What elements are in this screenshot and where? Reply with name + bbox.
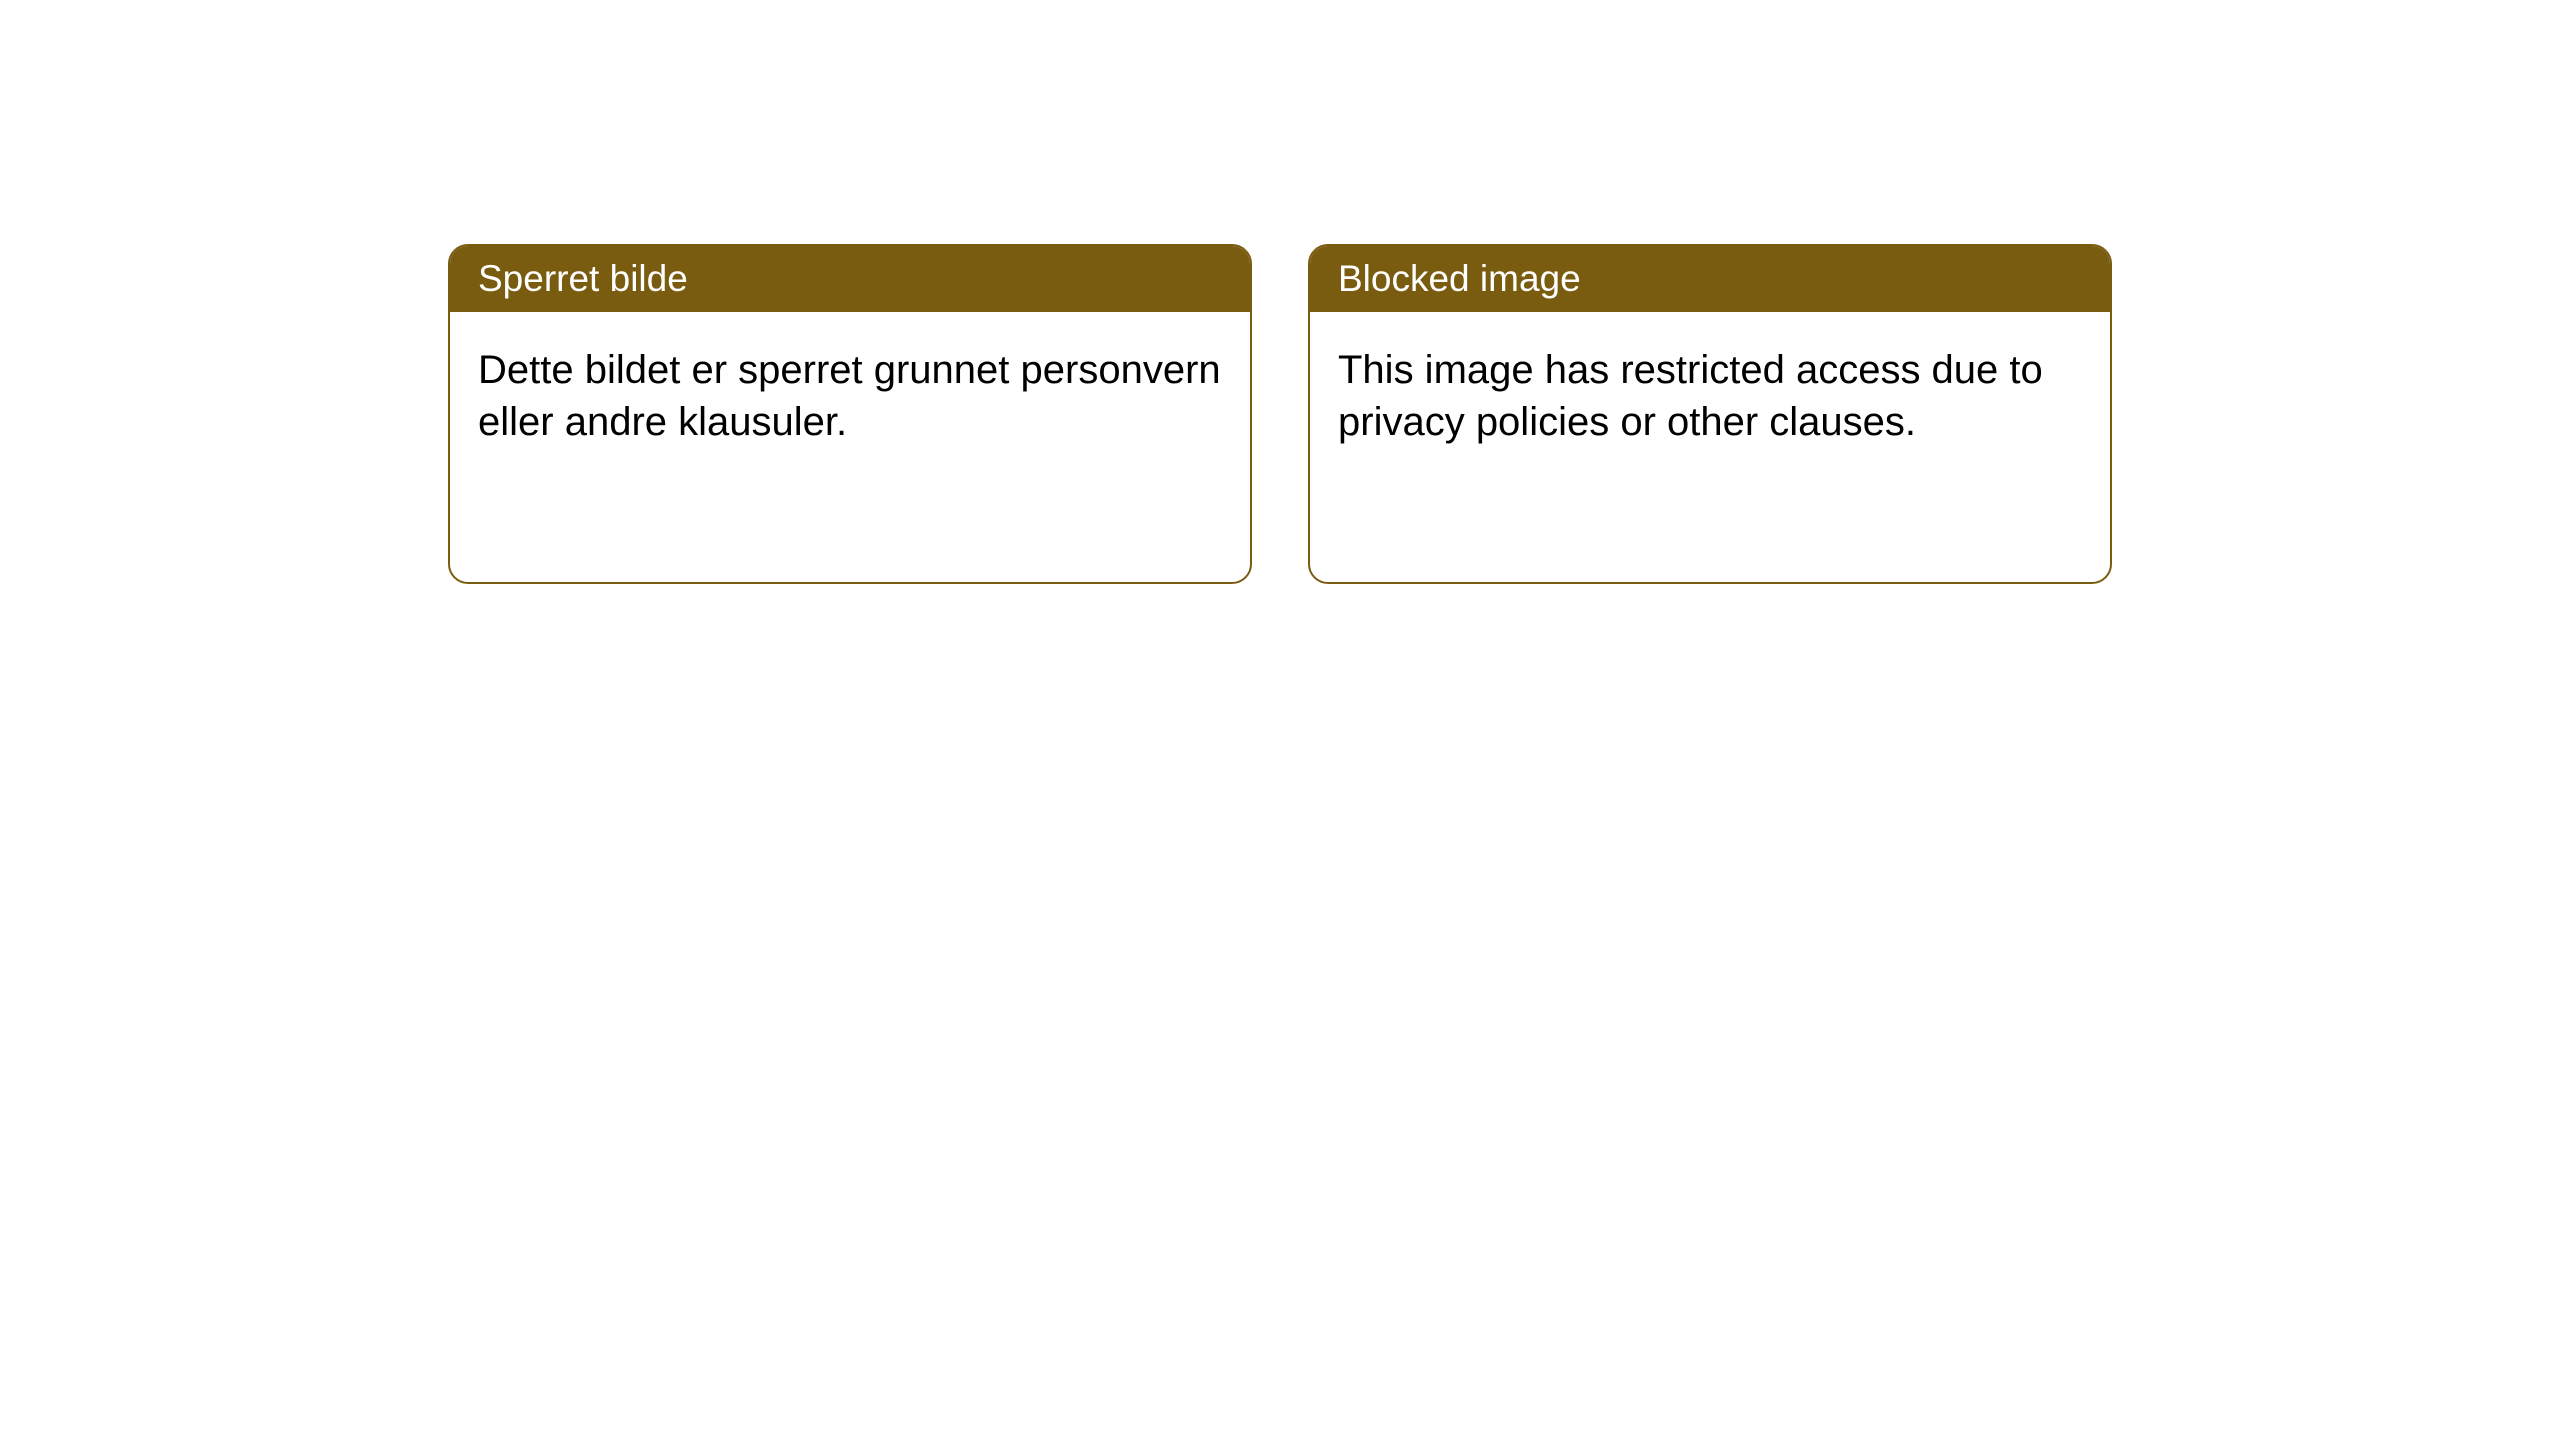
- notice-title-no: Sperret bilde: [478, 258, 688, 299]
- notice-container: Sperret bilde Dette bildet er sperret gr…: [448, 244, 2112, 584]
- notice-card-header-no: Sperret bilde: [450, 246, 1250, 312]
- notice-card-body-no: Dette bildet er sperret grunnet personve…: [450, 312, 1250, 582]
- notice-title-en: Blocked image: [1338, 258, 1581, 299]
- notice-card-header-en: Blocked image: [1310, 246, 2110, 312]
- notice-body-text-no: Dette bildet er sperret grunnet personve…: [478, 348, 1221, 444]
- notice-body-text-en: This image has restricted access due to …: [1338, 348, 2043, 444]
- notice-card-body-en: This image has restricted access due to …: [1310, 312, 2110, 582]
- notice-card-en: Blocked image This image has restricted …: [1308, 244, 2112, 584]
- notice-card-no: Sperret bilde Dette bildet er sperret gr…: [448, 244, 1252, 584]
